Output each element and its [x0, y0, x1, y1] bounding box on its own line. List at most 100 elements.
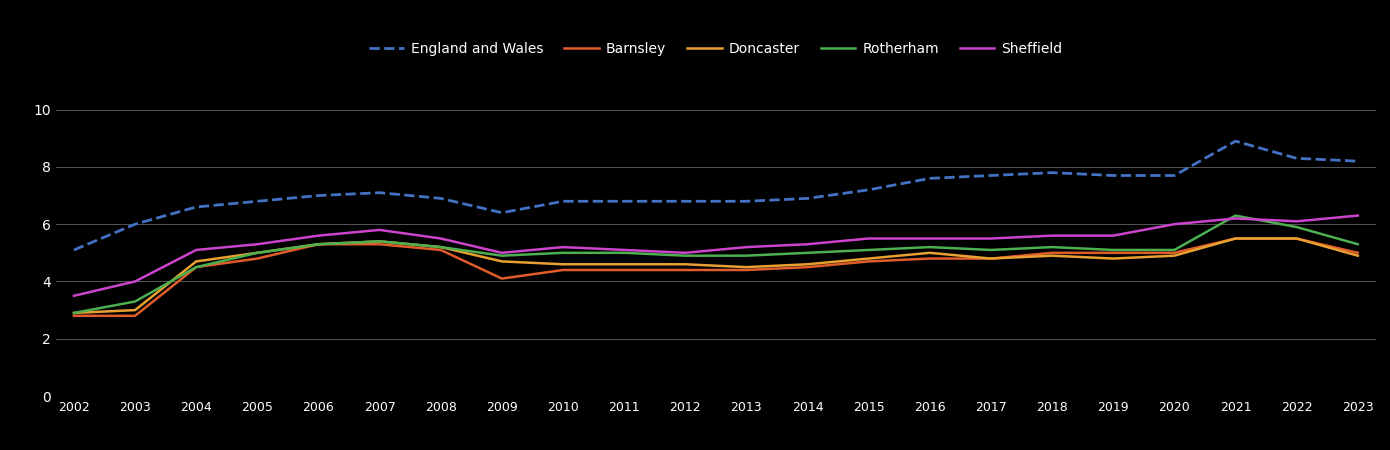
Barnsley: [983, 256, 999, 261]
Sheffield: [371, 227, 388, 233]
Rotherham: [65, 310, 82, 315]
Barnsley: [1227, 236, 1244, 241]
Sheffield: [616, 247, 632, 252]
England and Wales: [616, 198, 632, 204]
Rotherham: [1350, 242, 1366, 247]
England and Wales: [493, 210, 510, 216]
Sheffield: [1044, 233, 1061, 238]
England and Wales: [860, 187, 877, 193]
Barnsley: [677, 267, 694, 273]
Doncaster: [371, 238, 388, 244]
Rotherham: [616, 250, 632, 256]
Rotherham: [1166, 247, 1183, 252]
Barnsley: [555, 267, 571, 273]
Sheffield: [1166, 221, 1183, 227]
Sheffield: [677, 250, 694, 256]
Sheffield: [983, 236, 999, 241]
England and Wales: [677, 198, 694, 204]
Sheffield: [555, 244, 571, 250]
Barnsley: [738, 267, 755, 273]
Barnsley: [1105, 250, 1122, 256]
Rotherham: [310, 242, 327, 247]
Sheffield: [860, 236, 877, 241]
Sheffield: [65, 293, 82, 298]
Sheffield: [738, 244, 755, 250]
Rotherham: [983, 247, 999, 252]
England and Wales: [1166, 173, 1183, 178]
Sheffield: [1289, 219, 1305, 224]
Sheffield: [188, 247, 204, 252]
Rotherham: [432, 244, 449, 250]
Rotherham: [188, 265, 204, 270]
England and Wales: [555, 198, 571, 204]
Doncaster: [249, 250, 265, 256]
Rotherham: [922, 244, 938, 250]
Rotherham: [738, 253, 755, 258]
Rotherham: [126, 299, 143, 304]
Rotherham: [249, 250, 265, 256]
Sheffield: [249, 242, 265, 247]
Doncaster: [1289, 236, 1305, 241]
Barnsley: [922, 256, 938, 261]
Doncaster: [555, 261, 571, 267]
England and Wales: [1105, 173, 1122, 178]
Doncaster: [1166, 253, 1183, 258]
England and Wales: [738, 198, 755, 204]
Sheffield: [799, 242, 816, 247]
Rotherham: [493, 253, 510, 258]
Legend: England and Wales, Barnsley, Doncaster, Rotherham, Sheffield: England and Wales, Barnsley, Doncaster, …: [364, 36, 1068, 62]
Doncaster: [860, 256, 877, 261]
Sheffield: [126, 279, 143, 284]
Doncaster: [188, 259, 204, 264]
Barnsley: [1289, 236, 1305, 241]
Doncaster: [126, 307, 143, 313]
England and Wales: [65, 247, 82, 252]
Barnsley: [860, 259, 877, 264]
Doncaster: [1350, 253, 1366, 258]
Rotherham: [555, 250, 571, 256]
Sheffield: [1350, 213, 1366, 218]
England and Wales: [310, 193, 327, 198]
England and Wales: [371, 190, 388, 195]
Barnsley: [1044, 250, 1061, 256]
Sheffield: [310, 233, 327, 238]
Rotherham: [371, 238, 388, 244]
Barnsley: [371, 242, 388, 247]
Doncaster: [1227, 236, 1244, 241]
Rotherham: [1105, 247, 1122, 252]
Doncaster: [616, 261, 632, 267]
Doncaster: [677, 261, 694, 267]
Barnsley: [65, 313, 82, 319]
England and Wales: [1289, 156, 1305, 161]
Barnsley: [188, 265, 204, 270]
England and Wales: [188, 204, 204, 210]
England and Wales: [1044, 170, 1061, 176]
England and Wales: [1227, 139, 1244, 144]
Sheffield: [1105, 233, 1122, 238]
Sheffield: [432, 236, 449, 241]
Barnsley: [310, 242, 327, 247]
Barnsley: [799, 265, 816, 270]
Doncaster: [65, 310, 82, 315]
England and Wales: [126, 221, 143, 227]
Doncaster: [799, 261, 816, 267]
Sheffield: [1227, 216, 1244, 221]
Doncaster: [983, 256, 999, 261]
Line: Barnsley: Barnsley: [74, 238, 1358, 316]
Barnsley: [493, 276, 510, 281]
Rotherham: [860, 247, 877, 252]
Barnsley: [1350, 250, 1366, 256]
Line: Rotherham: Rotherham: [74, 216, 1358, 313]
Rotherham: [1227, 213, 1244, 218]
Sheffield: [493, 250, 510, 256]
Doncaster: [1044, 253, 1061, 258]
England and Wales: [983, 173, 999, 178]
England and Wales: [922, 176, 938, 181]
Doncaster: [1105, 256, 1122, 261]
Doncaster: [432, 244, 449, 250]
Rotherham: [1044, 244, 1061, 250]
Sheffield: [922, 236, 938, 241]
Line: Sheffield: Sheffield: [74, 216, 1358, 296]
Doncaster: [493, 259, 510, 264]
England and Wales: [799, 196, 816, 201]
